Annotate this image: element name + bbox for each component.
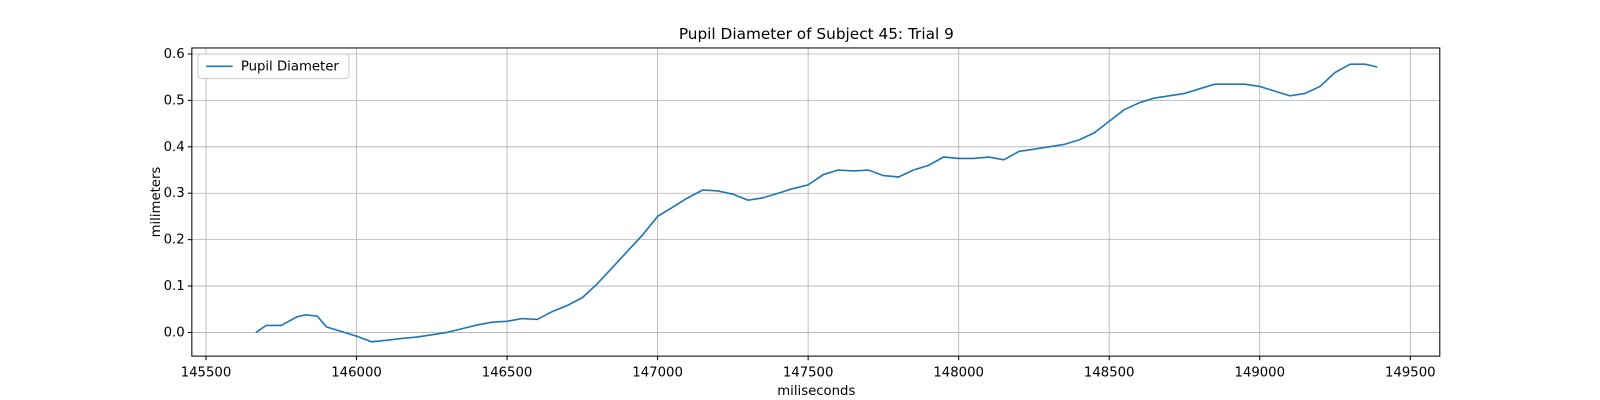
x-tick-label: 146000 [331, 365, 382, 380]
x-tick-label: 148500 [1084, 365, 1135, 380]
y-axis-label: milimeters [149, 167, 164, 238]
x-tick-label: 147500 [783, 365, 834, 380]
y-tick-label: 0.4 [164, 140, 185, 155]
y-tick-label: 0.2 [164, 233, 185, 248]
y-tick-label: 0.0 [164, 325, 185, 340]
legend-label: Pupil Diameter [241, 59, 340, 74]
x-tick-label: 145500 [181, 365, 232, 380]
y-tick-label: 0.6 [164, 47, 185, 62]
chart-title: Pupil Diameter of Subject 45: Trial 9 [679, 25, 954, 43]
x-tick-label: 147000 [632, 365, 683, 380]
x-tick-label: 146500 [482, 365, 533, 380]
y-tick-label: 0.1 [164, 279, 185, 294]
data-line [255, 63, 1378, 343]
y-tick-label: 0.5 [164, 93, 185, 108]
x-tick-label: 148000 [933, 365, 984, 380]
plot-frame [191, 47, 1441, 357]
x-axis-label: miliseconds [777, 384, 855, 399]
x-tick-label: 149000 [1234, 365, 1285, 380]
y-tick-label: 0.3 [164, 186, 185, 201]
legend-box [197, 53, 350, 80]
x-tick-label: 149500 [1385, 365, 1436, 380]
